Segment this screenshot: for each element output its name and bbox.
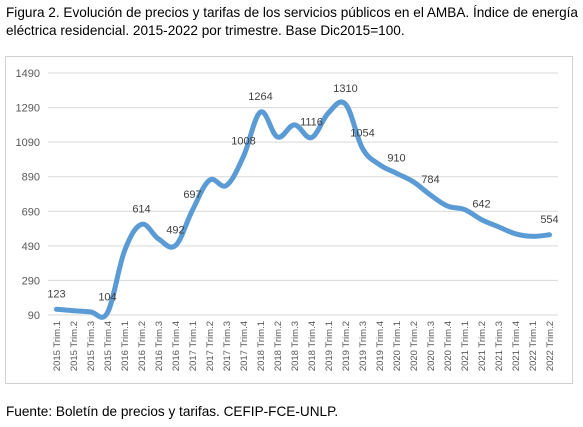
x-tick-label: 2018 Trim.3 <box>290 321 301 371</box>
x-tick-label: 2020 Trim.1 <box>392 321 403 371</box>
figure-caption: Figura 2. Evolución de precios y tarifas… <box>6 4 578 40</box>
data-label: 123 <box>47 288 65 300</box>
x-tick-label: 2020 Trim.3 <box>426 321 437 371</box>
x-tick-label: 2015 Trim.3 <box>86 321 97 371</box>
x-tick-label: 2019 Trim.3 <box>358 321 369 371</box>
data-label: 1310 <box>333 83 357 95</box>
x-tick-label: 2017 Trim.2 <box>205 321 216 371</box>
data-label: 1008 <box>231 135 255 147</box>
x-tick-label: 2019 Trim.4 <box>375 321 386 371</box>
caption-line-2: eléctrica residencial. 2015-2022 por tri… <box>6 23 405 38</box>
caption-line-1: Figura 2. Evolución de precios y tarifas… <box>6 5 578 20</box>
x-tick-label: 2016 Trim.4 <box>171 321 182 371</box>
x-tick-label: 2019 Trim.2 <box>341 321 352 371</box>
y-tick-label: 1090 <box>16 137 40 149</box>
y-tick-label: 90 <box>28 310 40 322</box>
y-tick-label: 490 <box>22 241 40 253</box>
data-label: 492 <box>166 225 184 237</box>
chart-frame <box>5 56 573 384</box>
x-tick-label: 2020 Trim.2 <box>409 321 420 371</box>
y-tick-label: 690 <box>22 206 40 218</box>
x-tick-label: 2022 Trim.1 <box>528 321 539 371</box>
x-tick-label: 2019 Trim.1 <box>324 321 335 371</box>
x-tick-label: 2022 Trim.2 <box>545 321 556 371</box>
x-tick-label: 2018 Trim.2 <box>273 321 284 371</box>
data-label: 614 <box>132 203 150 215</box>
data-label: 697 <box>183 189 201 201</box>
data-label: 1054 <box>350 127 374 139</box>
source-note: Fuente: Boletín de precios y tarifas. CE… <box>6 404 339 419</box>
data-label: 784 <box>421 174 439 186</box>
x-tick-label: 2021 Trim.1 <box>460 321 471 371</box>
x-tick-label: 2015 Trim.2 <box>69 321 80 371</box>
y-tick-label: 890 <box>22 172 40 184</box>
y-tick-label: 1490 <box>16 68 40 80</box>
x-tick-label: 2015 Trim.4 <box>103 321 114 371</box>
line-chart: 90 290 490 690 890 1090 1290 1490 2015 Trim.1 201… <box>16 68 559 371</box>
data-label: 104 <box>98 292 116 304</box>
data-label: 1264 <box>248 91 272 103</box>
x-tick-label: 2015 Trim.1 <box>52 321 63 371</box>
x-tick-label: 2017 Trim.4 <box>239 321 250 371</box>
data-label: 554 <box>540 214 558 226</box>
x-tick-label: 2021 Trim.4 <box>511 321 522 371</box>
data-label: 1116 <box>300 117 323 129</box>
data-label: 642 <box>472 199 490 211</box>
x-tick-label: 2017 Trim.1 <box>188 321 199 371</box>
x-tick-label: 2017 Trim.3 <box>222 321 233 371</box>
x-tick-label: 2020 Trim.4 <box>443 321 454 371</box>
y-tick-label: 1290 <box>16 103 40 115</box>
x-tick-label: 2018 Trim.4 <box>307 321 318 371</box>
x-tick-label: 2021 Trim.3 <box>494 321 505 371</box>
x-tick-label: 2016 Trim.2 <box>137 321 148 371</box>
x-tick-label: 2016 Trim.3 <box>154 321 165 371</box>
x-tick-label: 2016 Trim.1 <box>120 321 131 371</box>
series-line <box>54 99 552 320</box>
x-tick-label: 2018 Trim.1 <box>256 321 267 371</box>
data-label: 910 <box>387 152 405 164</box>
y-tick-label: 290 <box>22 275 40 287</box>
x-tick-label: 2021 Trim.2 <box>477 321 488 371</box>
